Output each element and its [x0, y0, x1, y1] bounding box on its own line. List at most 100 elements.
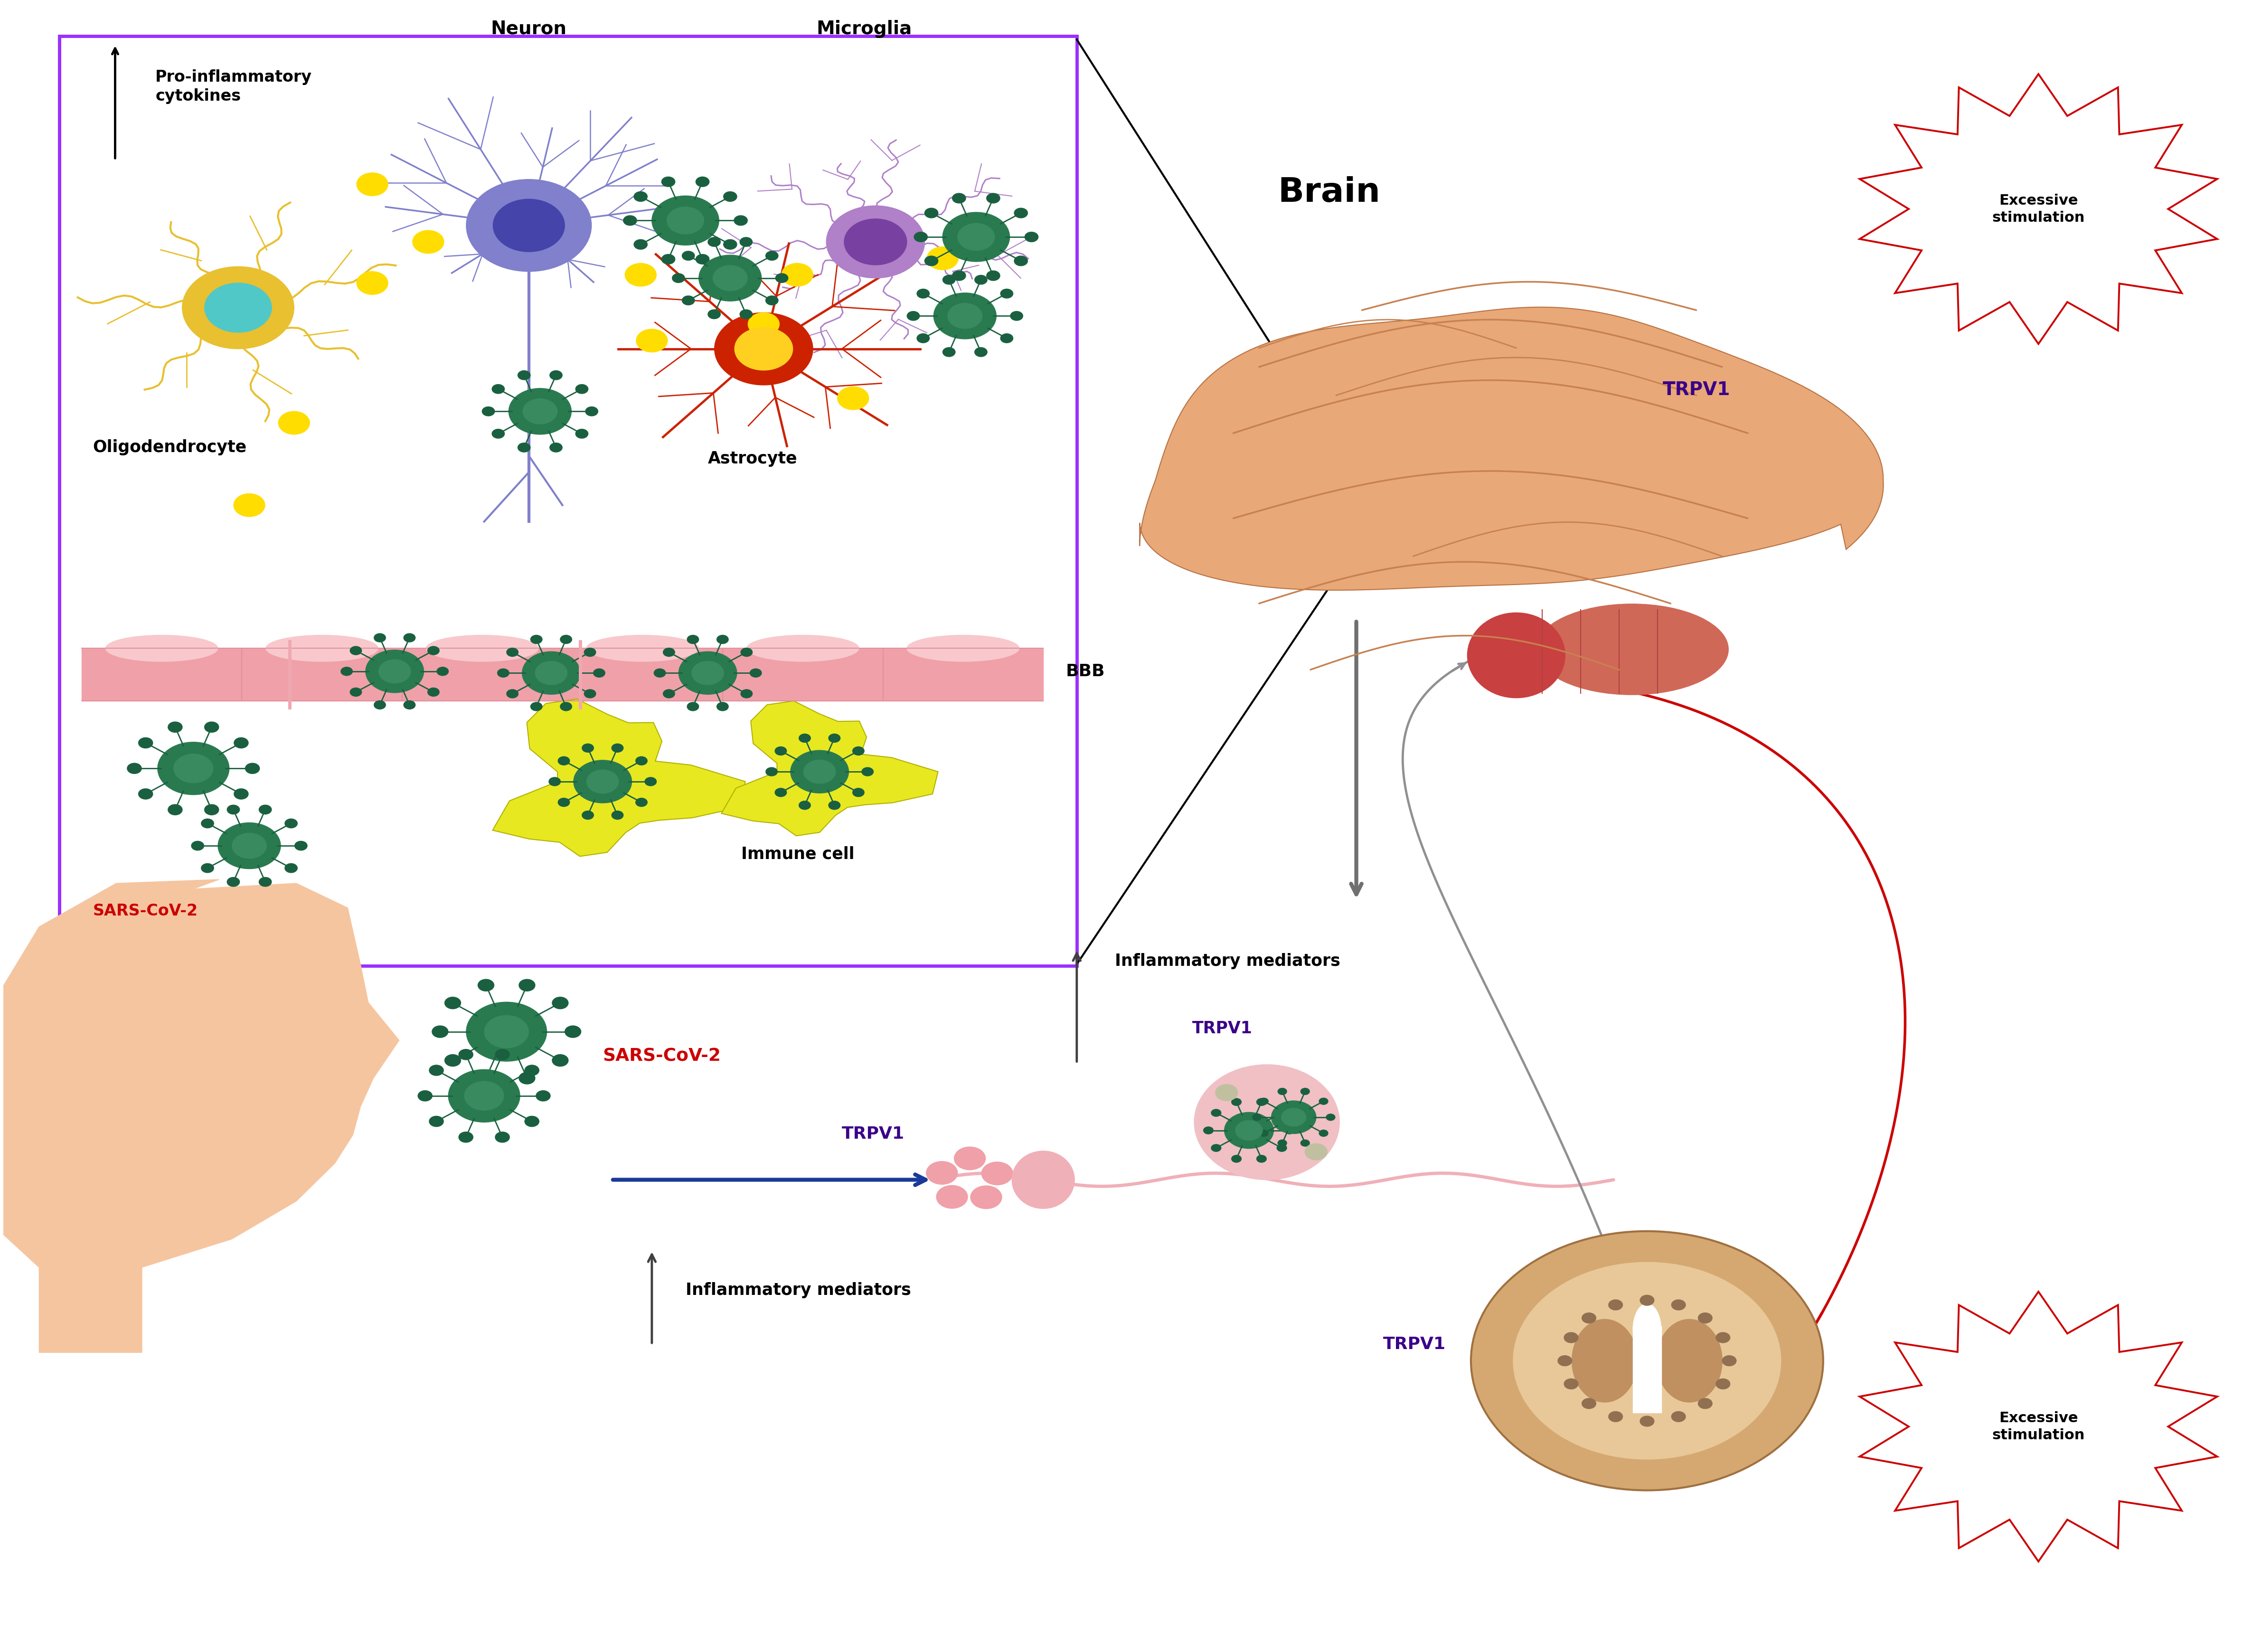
Circle shape	[550, 778, 561, 786]
Text: TRPV1: TRPV1	[1191, 1021, 1252, 1036]
Circle shape	[953, 1146, 985, 1170]
Ellipse shape	[105, 634, 218, 661]
Circle shape	[467, 1003, 547, 1061]
Circle shape	[491, 385, 505, 393]
Circle shape	[467, 180, 592, 271]
Text: SARS-CoV-2: SARS-CoV-2	[92, 904, 197, 919]
Circle shape	[417, 1090, 433, 1102]
Circle shape	[713, 266, 747, 291]
Circle shape	[157, 742, 229, 795]
Circle shape	[695, 177, 709, 187]
Circle shape	[971, 1186, 1003, 1209]
Circle shape	[428, 646, 440, 654]
Circle shape	[278, 411, 310, 434]
Circle shape	[496, 1049, 509, 1061]
Circle shape	[139, 737, 153, 748]
Circle shape	[244, 763, 260, 773]
Circle shape	[1305, 1143, 1328, 1160]
Circle shape	[987, 193, 1000, 203]
Circle shape	[724, 240, 738, 249]
Circle shape	[1216, 1084, 1238, 1100]
Circle shape	[350, 687, 361, 697]
Circle shape	[765, 296, 778, 306]
Circle shape	[233, 788, 249, 800]
Circle shape	[1514, 1262, 1781, 1459]
Circle shape	[1225, 1112, 1274, 1148]
Circle shape	[686, 634, 700, 644]
Circle shape	[202, 864, 213, 872]
Circle shape	[509, 388, 572, 434]
Circle shape	[518, 980, 536, 991]
Circle shape	[1279, 1140, 1287, 1146]
Circle shape	[552, 1054, 567, 1066]
Circle shape	[917, 289, 929, 299]
Circle shape	[525, 1117, 538, 1127]
Circle shape	[747, 312, 778, 335]
Circle shape	[1301, 1140, 1310, 1146]
Circle shape	[935, 1186, 967, 1208]
Ellipse shape	[267, 634, 379, 661]
Circle shape	[204, 282, 271, 332]
Circle shape	[375, 633, 386, 643]
Ellipse shape	[1655, 1320, 1723, 1403]
Circle shape	[525, 1066, 538, 1075]
Text: Immune cell: Immune cell	[740, 846, 855, 862]
Circle shape	[576, 385, 588, 393]
Circle shape	[484, 1016, 529, 1047]
Circle shape	[1471, 1231, 1824, 1490]
Circle shape	[776, 788, 787, 796]
Circle shape	[1025, 231, 1039, 241]
Circle shape	[433, 1026, 449, 1037]
Circle shape	[233, 494, 265, 517]
Circle shape	[635, 192, 648, 202]
Circle shape	[552, 998, 567, 1009]
Bar	[58, 36, 1077, 966]
Circle shape	[449, 1069, 520, 1122]
Circle shape	[691, 661, 724, 684]
Circle shape	[1281, 1108, 1305, 1127]
Circle shape	[682, 296, 695, 306]
Circle shape	[1671, 1411, 1684, 1422]
Circle shape	[828, 733, 841, 742]
Circle shape	[559, 757, 570, 765]
Text: TRPV1: TRPV1	[841, 1125, 904, 1142]
Circle shape	[478, 1072, 493, 1084]
Circle shape	[942, 276, 956, 284]
Circle shape	[585, 406, 599, 416]
Circle shape	[1014, 256, 1027, 266]
Circle shape	[987, 271, 1000, 281]
Circle shape	[1236, 1120, 1263, 1140]
Circle shape	[258, 877, 271, 887]
Circle shape	[612, 743, 624, 752]
Circle shape	[852, 747, 864, 755]
Circle shape	[1256, 1155, 1267, 1163]
Circle shape	[655, 669, 666, 677]
Circle shape	[428, 1066, 444, 1075]
Text: Neuron: Neuron	[491, 20, 567, 38]
Circle shape	[915, 231, 929, 241]
Bar	[81, 648, 1043, 700]
Circle shape	[837, 387, 868, 410]
Circle shape	[716, 312, 812, 385]
Circle shape	[664, 648, 675, 656]
Circle shape	[231, 833, 267, 859]
Circle shape	[1000, 289, 1014, 299]
Circle shape	[460, 1132, 473, 1143]
Circle shape	[803, 760, 837, 783]
Circle shape	[953, 271, 967, 281]
Circle shape	[202, 819, 213, 828]
Circle shape	[1581, 1398, 1597, 1409]
Circle shape	[624, 215, 637, 225]
Circle shape	[637, 329, 668, 352]
Polygon shape	[493, 699, 745, 856]
Text: SARS-CoV-2: SARS-CoV-2	[603, 1047, 720, 1066]
Circle shape	[168, 805, 182, 814]
Circle shape	[507, 648, 518, 656]
Circle shape	[982, 1161, 1014, 1184]
Circle shape	[1723, 1356, 1736, 1366]
Circle shape	[740, 689, 751, 699]
Circle shape	[523, 398, 556, 425]
Circle shape	[574, 760, 633, 803]
Circle shape	[942, 347, 956, 357]
Circle shape	[926, 246, 958, 269]
